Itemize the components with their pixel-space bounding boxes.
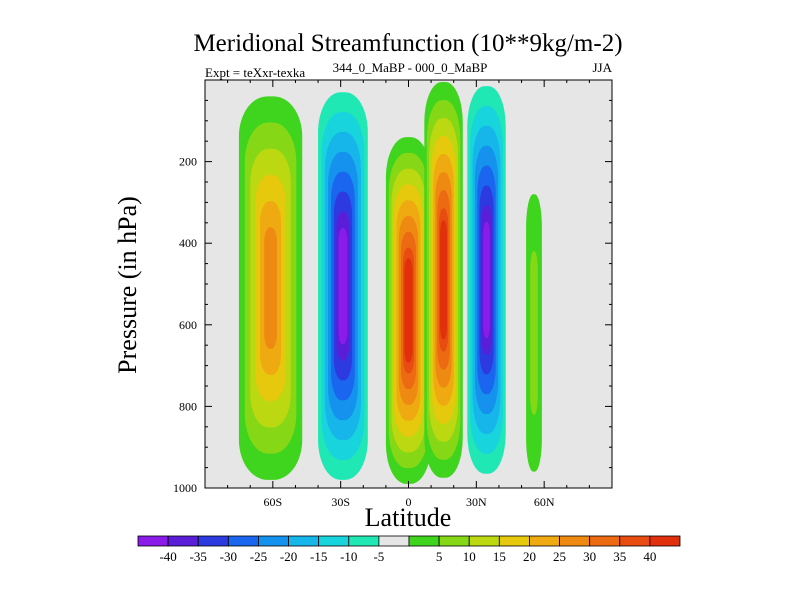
colorbar-label: -10: [340, 549, 357, 564]
colorbar-label: 30: [583, 549, 596, 564]
colorbar-label: -25: [250, 549, 267, 564]
chart-title: Meridional Streamfunction (10**9kg/m-2): [193, 30, 622, 57]
colorbar-box: [288, 535, 320, 547]
positive-cell-nh-midlat: [526, 194, 542, 472]
colorbar-label: 35: [613, 549, 626, 564]
colorbar-box: [378, 535, 410, 547]
negative-cell-sh-subtropics: [318, 92, 368, 480]
colorbar-box: [589, 535, 621, 547]
colorbar-box: [438, 535, 470, 547]
colorbar-label: -35: [190, 549, 207, 564]
positive-cell-sh-midlat: [238, 96, 303, 480]
colorbar-label: 15: [493, 549, 506, 564]
axes: 60S 30S 0 30N 60N 200 400 600 800 1000: [173, 79, 613, 509]
y-tick-label: 1000: [173, 481, 197, 495]
chart-subtitle-center: 344_0_MaBP - 000_0_MaBP: [333, 60, 488, 75]
colorbar: -40 -35 -30 -25 -20 -15 -10 -5 5 10 15 20 25 30 35 40: [137, 535, 681, 564]
colorbar-box: [197, 535, 229, 547]
colorbar-label: -40: [159, 549, 176, 564]
x-tick-label: 30S: [331, 495, 350, 509]
colorbar-box: [167, 535, 199, 547]
colorbar-label: -5: [373, 549, 384, 564]
colorbar-label: 40: [643, 549, 656, 564]
plot-area: [205, 80, 612, 488]
colorbar-label: 25: [553, 549, 566, 564]
y-tick-label: 600: [179, 318, 197, 332]
colorbar-box: [649, 535, 681, 547]
negative-cell-sh-subtropics-level: [338, 227, 348, 345]
y-tick-label: 400: [179, 236, 197, 250]
chart-subtitle-left: Expt = teXxr-texka: [205, 65, 305, 80]
colorbar-label: 10: [463, 549, 476, 564]
colorbar-label: -15: [310, 549, 327, 564]
y-tick-label: 800: [179, 399, 197, 413]
positive-cell-equatorial-level: [404, 258, 413, 363]
positive-cell-nh-tropics-level: [440, 220, 448, 340]
x-tick-label: 30N: [466, 495, 487, 509]
colorbar-box: [318, 535, 350, 547]
colorbar-box: [498, 535, 530, 547]
colorbar-box: [408, 535, 440, 547]
negative-cell-nh-subtropics-level: [483, 221, 490, 339]
y-tick-label: 200: [179, 155, 197, 169]
colorbar-box: [227, 535, 259, 547]
colorbar-box: [468, 535, 500, 547]
colorbar-box: [258, 535, 289, 547]
negative-cell-nh-subtropics: [467, 86, 506, 474]
x-axis-label: Latitude: [365, 503, 452, 532]
positive-cell-equatorial: [385, 137, 432, 484]
positive-cell-sh-midlat-level: [264, 227, 277, 349]
x-tick-label: 60N: [534, 495, 555, 509]
x-tick-label: 60S: [263, 495, 282, 509]
colorbar-box: [619, 535, 651, 547]
colorbar-label: -30: [220, 549, 237, 564]
x-tick-label: 0: [406, 495, 412, 509]
colorbar-box: [348, 535, 380, 547]
colorbar-label: 20: [523, 549, 536, 564]
colorbar-box: [137, 535, 169, 547]
positive-cell-nh-tropics: [424, 82, 463, 478]
colorbar-label: -20: [280, 549, 297, 564]
colorbar-label: 5: [436, 549, 443, 564]
colorbar-box: [559, 535, 591, 547]
positive-cell-nh-midlat-level: [530, 251, 538, 415]
y-axis-label: Pressure (in hPa): [113, 196, 142, 374]
colorbar-box: [529, 535, 560, 547]
chart-subtitle-right: JJA: [592, 60, 612, 75]
